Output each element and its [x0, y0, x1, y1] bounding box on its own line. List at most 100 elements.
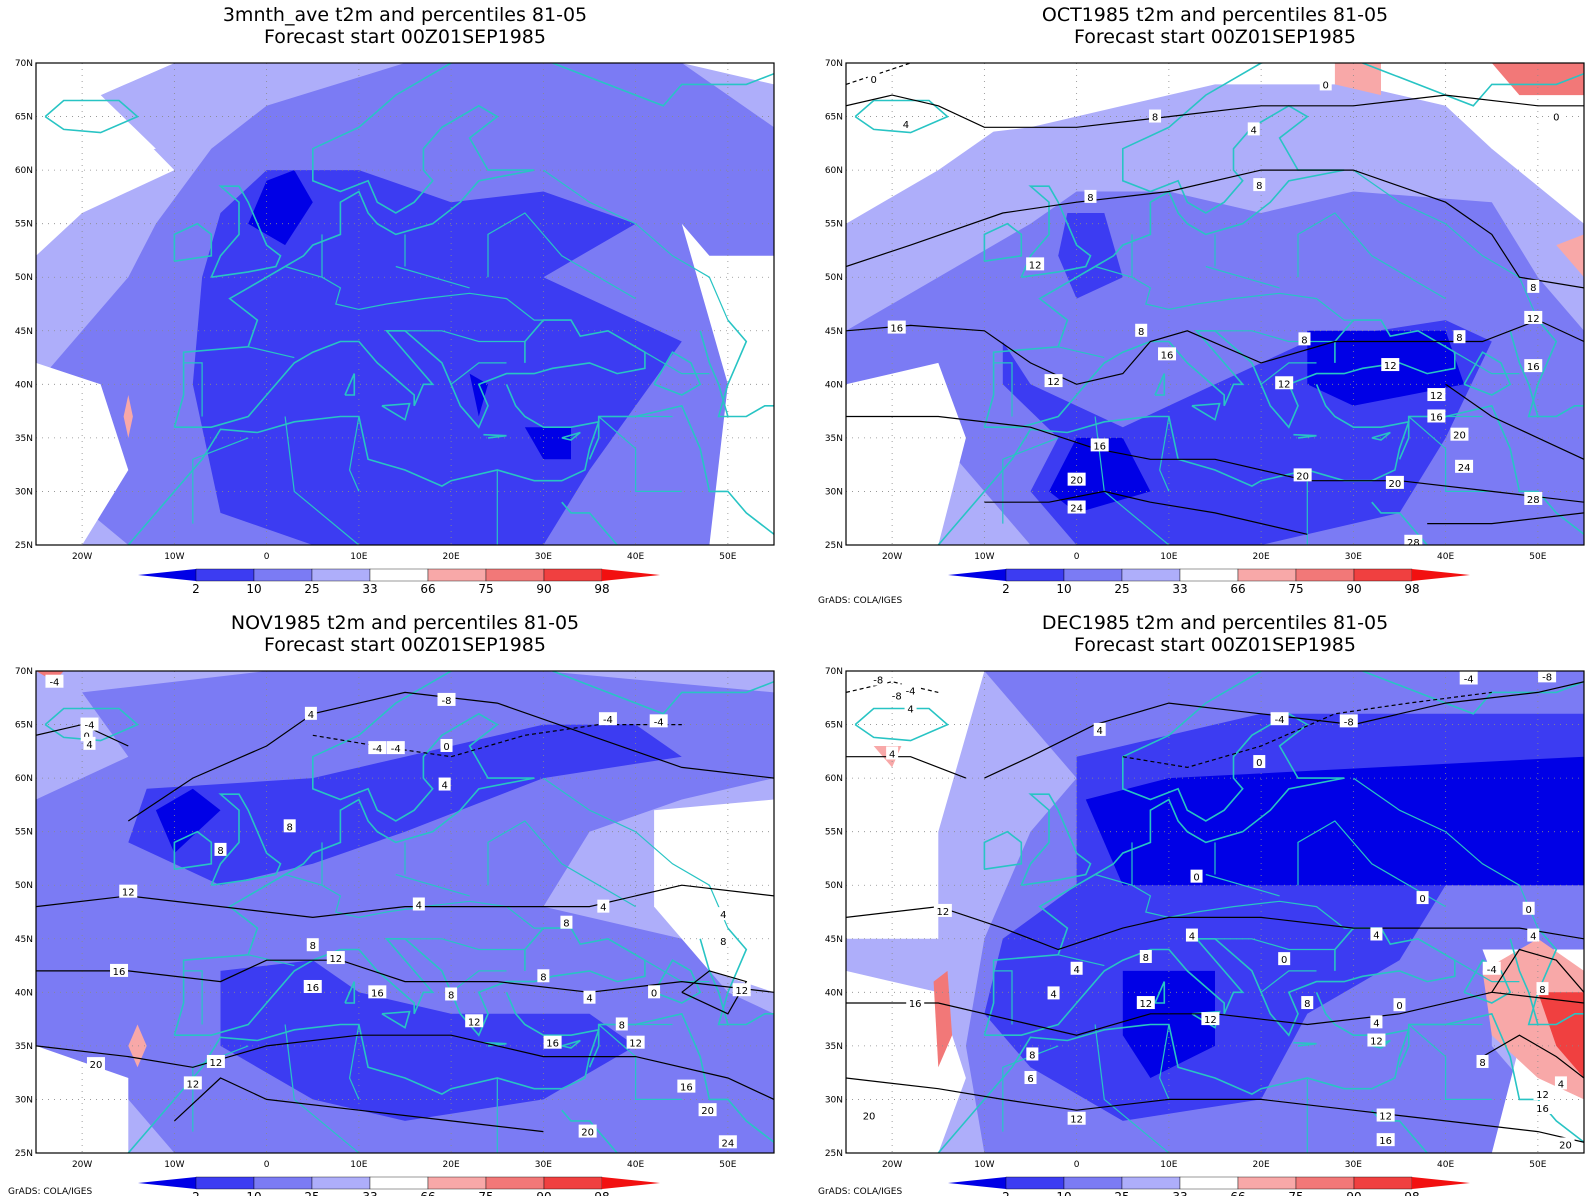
contour-label: 4: [886, 746, 899, 760]
contour-label-text: 0: [1525, 905, 1531, 916]
contour-label-box: [1381, 358, 1400, 372]
contour-label-text: 8: [448, 990, 454, 1001]
contour-label: 24: [1067, 500, 1086, 515]
panel-subtitle: Forecast start 00Z01SEP1985: [1074, 634, 1356, 656]
lat-tick-label: 55N: [15, 220, 33, 230]
contour-label: -4: [1459, 671, 1478, 685]
contour-label-text: 4: [1097, 726, 1103, 737]
contour-label-box: [1427, 409, 1446, 423]
contour-label-box: [1067, 500, 1086, 514]
contour-label: 16: [1524, 359, 1543, 373]
lon-tick-label: 0: [1074, 552, 1080, 562]
colorbar-tick-label: 2: [192, 1190, 200, 1196]
contour-label-text: 20: [1296, 471, 1309, 482]
contour-label-text: -4: [391, 744, 401, 755]
lat-tick-label: 60N: [825, 166, 843, 176]
colorbar-segment: [195, 568, 255, 582]
grads-credit: GrADS: COLA/IGES: [8, 1187, 92, 1196]
contour-label-text: 20: [1389, 479, 1402, 490]
contour-label-text: 12: [186, 1079, 199, 1090]
coastline: [561, 1039, 581, 1049]
contour-label-box: [1450, 427, 1469, 441]
contour-label-text: 8: [1087, 193, 1093, 204]
colorbar-segment: [1237, 1176, 1297, 1190]
coastline: [127, 991, 600, 1153]
contour-label-text: 12: [329, 954, 342, 965]
country-border: [450, 970, 507, 993]
contour-label-box: [899, 117, 912, 131]
contour-label-text: 4: [903, 120, 909, 131]
contour-label-text: 0: [1256, 758, 1262, 769]
contour-label-box: [598, 712, 617, 726]
contour-label-box: [1538, 671, 1557, 683]
contour-label: 16: [887, 320, 906, 335]
contour-label-text: 16: [1093, 441, 1106, 452]
colorbar-tick-label: 66: [1230, 1190, 1245, 1196]
contour-label-text: -4: [372, 744, 382, 755]
contour-label-box: [1367, 1033, 1386, 1047]
percentile-shade-4: [220, 960, 636, 1121]
contour-label: 4: [1370, 927, 1383, 941]
contour-label-text: 4: [441, 781, 447, 792]
country-border: [487, 820, 636, 908]
colorbar-tick-label: 90: [536, 1190, 551, 1196]
lat-tick-label: 60N: [15, 166, 33, 176]
contour-label-box: [1376, 1108, 1395, 1122]
contour-label-box: [1416, 891, 1429, 905]
contour-label-text: 8: [1301, 335, 1307, 346]
contour-label-text: 16: [371, 988, 384, 999]
contour-label-box: [206, 1054, 225, 1068]
country-border: [284, 1024, 360, 1153]
lat-tick-label: 55N: [825, 220, 843, 230]
contour-label-text: 4: [889, 749, 895, 760]
coastline: [699, 330, 729, 417]
country-border: [487, 212, 636, 300]
contour-label-text: 4: [1530, 932, 1536, 943]
country-border: [284, 873, 544, 929]
contour-label-text: 8: [1152, 113, 1158, 124]
contour-label-text: 8: [1138, 327, 1144, 338]
contour-label-text: 20: [701, 1106, 714, 1117]
contour-label-box: [717, 907, 730, 921]
map-panel-3: NOV1985 t2m and percentiles 81-05Forecas…: [8, 612, 775, 1196]
contour-label-text: 4: [1050, 989, 1056, 1000]
temperature-contour: [846, 63, 911, 85]
coastline: [983, 830, 1023, 870]
contour-label-text: 4: [308, 710, 314, 721]
contour-label-text: 0: [1553, 113, 1559, 124]
lon-tick-label: 50E: [1529, 1160, 1546, 1170]
colorbar-tick-label: 66: [420, 1190, 435, 1196]
colorbar-tick-label: 10: [1056, 1190, 1071, 1196]
contour-label-box: [214, 842, 227, 856]
contour-label-box: [648, 985, 661, 999]
contour-label-text: -4: [85, 721, 95, 732]
lon-tick-label: 20E: [443, 1160, 460, 1170]
contour-label-box: [1139, 949, 1152, 963]
contour-label-text: 8: [1479, 1058, 1485, 1069]
contour-label-box: [860, 1108, 879, 1122]
coastline: [561, 431, 581, 441]
contour-label: 0: [1522, 901, 1535, 916]
lon-tick-label: 20W: [882, 552, 902, 562]
lat-tick-label: 40N: [825, 380, 843, 390]
lat-tick-label: 70N: [825, 59, 843, 69]
panel-title: NOV1985 t2m and percentiles 81-05: [231, 612, 579, 634]
contour-label-box: [1135, 323, 1148, 337]
contour-label: 0: [648, 985, 661, 999]
contour-label-text: 20: [1070, 476, 1083, 487]
lat-tick-label: 40N: [825, 988, 843, 998]
contour-label-box: [1158, 347, 1177, 361]
contour-label-box: [412, 897, 425, 911]
country-border: [1094, 1024, 1170, 1153]
lon-tick-label: 10W: [974, 552, 994, 562]
lat-tick-label: 35N: [15, 434, 33, 444]
panel-title: OCT1985 t2m and percentiles 81-05: [1042, 4, 1388, 26]
country-border: [1454, 959, 1520, 983]
contour-label: 16: [906, 996, 925, 1010]
colorbar-segment: [1295, 568, 1355, 582]
colorbar-segment: [1063, 568, 1123, 582]
contour-label-box: [1404, 534, 1423, 545]
contour-label-box: [368, 985, 387, 999]
country-border: [1408, 1024, 1492, 1100]
contour-label-box: [1550, 109, 1563, 123]
